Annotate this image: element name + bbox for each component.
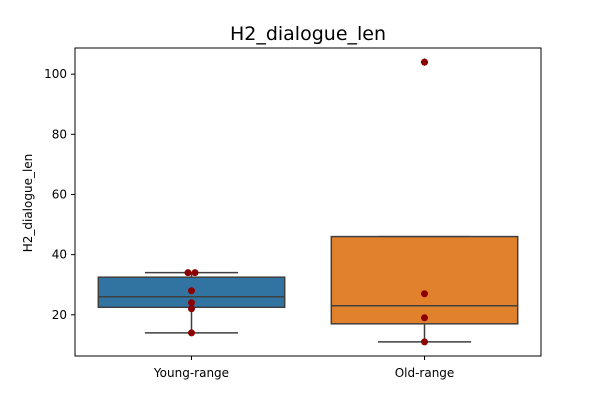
chart-title: H2_dialogue_len	[230, 23, 386, 45]
data-point-old-range	[421, 314, 428, 322]
data-point-young-range	[188, 299, 195, 307]
x-tick-label: Young-range	[153, 366, 229, 380]
data-point-old-range	[421, 58, 428, 66]
y-tick-label: 20	[52, 308, 67, 322]
data-point-young-range	[188, 305, 195, 313]
y-tick-label: 100	[44, 67, 67, 81]
y-axis-label: H2_dialogue_len	[21, 154, 35, 253]
y-tick-label: 80	[52, 127, 67, 141]
plot-area: 20 40 60 80 100 Young-range Old-range	[44, 47, 542, 380]
box-old-range	[330, 235, 519, 325]
data-point-young-range	[188, 287, 195, 295]
data-point-young-range	[188, 329, 195, 337]
plot-frame	[74, 47, 542, 357]
data-point-young-range	[184, 269, 192, 277]
x-tick-label: Old-range	[395, 366, 455, 380]
y-tick-label: 60	[52, 187, 67, 201]
data-point-old-range	[421, 290, 428, 298]
data-point-young-range	[191, 269, 199, 277]
data-point-old-range	[421, 338, 428, 346]
y-tick-label: 40	[52, 248, 67, 262]
